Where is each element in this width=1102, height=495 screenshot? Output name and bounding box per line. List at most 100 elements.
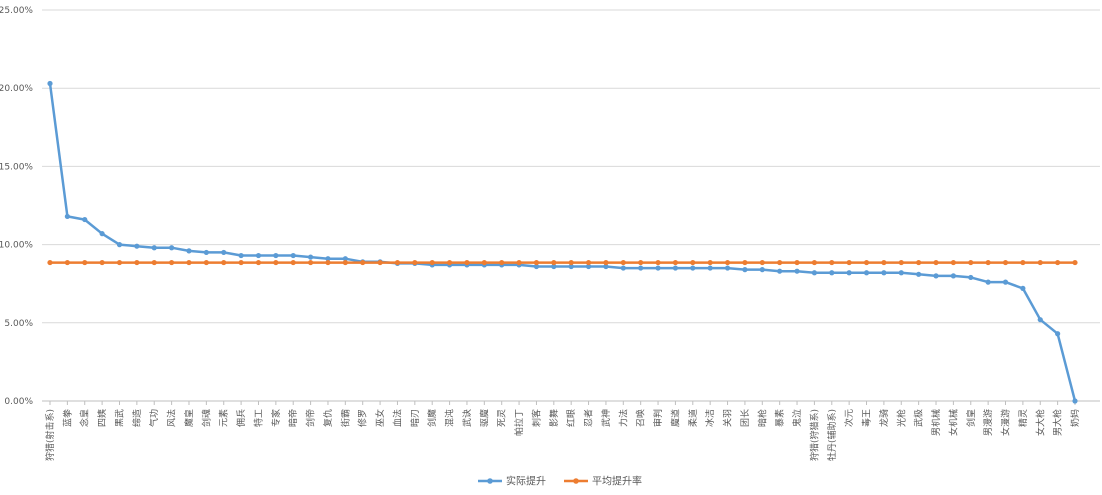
data-point[interactable] <box>829 270 835 276</box>
data-point[interactable] <box>620 259 626 266</box>
data-point[interactable] <box>811 270 818 276</box>
data-point[interactable] <box>794 268 800 274</box>
data-point[interactable] <box>116 242 123 248</box>
data-point[interactable] <box>360 259 366 266</box>
data-point[interactable] <box>533 263 540 270</box>
data-point[interactable] <box>707 265 713 271</box>
data-point[interactable] <box>898 259 904 266</box>
data-point[interactable] <box>690 265 696 271</box>
data-point[interactable] <box>134 259 140 266</box>
data-point[interactable] <box>933 259 939 266</box>
data-point[interactable] <box>551 263 557 270</box>
data-point[interactable] <box>916 271 922 277</box>
data-point[interactable] <box>724 259 731 266</box>
data-point[interactable] <box>863 259 870 266</box>
data-point[interactable] <box>968 274 974 281</box>
data-point[interactable] <box>151 245 157 251</box>
data-point[interactable] <box>1072 398 1078 404</box>
data-point[interactable] <box>499 259 505 266</box>
data-point[interactable] <box>255 252 262 259</box>
data-point[interactable] <box>290 259 296 266</box>
data-point[interactable] <box>377 259 383 266</box>
data-point[interactable] <box>47 259 53 266</box>
data-point[interactable] <box>724 265 731 271</box>
data-point[interactable] <box>638 265 644 271</box>
data-point[interactable] <box>794 259 800 266</box>
data-point[interactable] <box>863 270 870 276</box>
data-point[interactable] <box>655 259 661 266</box>
data-point[interactable] <box>811 259 818 266</box>
data-point[interactable] <box>446 259 453 266</box>
data-point[interactable] <box>221 249 227 256</box>
data-point[interactable] <box>116 259 123 266</box>
data-point[interactable] <box>672 259 679 266</box>
data-point[interactable] <box>585 263 592 270</box>
data-point[interactable] <box>1037 259 1043 266</box>
data-point[interactable] <box>151 259 157 266</box>
data-point[interactable] <box>221 259 227 266</box>
data-point[interactable] <box>273 252 279 259</box>
data-point[interactable] <box>516 259 522 266</box>
data-point[interactable] <box>394 259 401 266</box>
data-point[interactable] <box>412 259 418 266</box>
data-point[interactable] <box>169 245 175 251</box>
data-point[interactable] <box>99 231 105 237</box>
data-point[interactable] <box>846 270 852 276</box>
data-point[interactable] <box>1002 259 1009 266</box>
data-point[interactable] <box>742 259 748 266</box>
data-point[interactable] <box>82 216 88 223</box>
data-point[interactable] <box>985 259 991 266</box>
data-point[interactable] <box>1020 259 1026 266</box>
data-point[interactable] <box>898 270 904 276</box>
data-point[interactable] <box>1002 279 1009 285</box>
data-point[interactable] <box>585 259 592 266</box>
data-point[interactable] <box>881 270 887 276</box>
data-point[interactable] <box>273 259 279 266</box>
data-point[interactable] <box>290 252 296 259</box>
data-point[interactable] <box>672 265 679 271</box>
data-point[interactable] <box>568 259 574 266</box>
data-point[interactable] <box>690 259 696 266</box>
data-point[interactable] <box>1055 331 1061 337</box>
data-point[interactable] <box>186 248 192 254</box>
data-point[interactable] <box>655 265 661 271</box>
data-point[interactable] <box>325 256 331 262</box>
data-point[interactable] <box>134 243 140 249</box>
data-point[interactable] <box>968 259 974 266</box>
data-point[interactable] <box>307 259 314 266</box>
data-point[interactable] <box>759 267 765 273</box>
data-point[interactable] <box>429 259 435 266</box>
data-point[interactable] <box>64 259 70 266</box>
data-point[interactable] <box>638 259 644 266</box>
data-point[interactable] <box>47 80 53 87</box>
data-point[interactable] <box>742 267 748 273</box>
data-point[interactable] <box>255 259 262 266</box>
data-point[interactable] <box>342 259 348 266</box>
data-point[interactable] <box>533 259 540 266</box>
data-point[interactable] <box>829 259 835 266</box>
legend[interactable]: 实际提升 平均提升率 <box>478 475 642 488</box>
data-point[interactable] <box>64 213 70 220</box>
data-point[interactable] <box>203 249 209 256</box>
data-point[interactable] <box>325 259 331 266</box>
data-point[interactable] <box>464 259 470 266</box>
data-point[interactable] <box>603 263 609 270</box>
data-point[interactable] <box>551 259 557 266</box>
legend-item-2[interactable]: 平均提升率 <box>564 475 642 488</box>
data-point[interactable] <box>1020 285 1026 291</box>
data-point[interactable] <box>481 259 487 266</box>
data-point[interactable] <box>186 259 192 266</box>
data-point[interactable] <box>1055 259 1061 266</box>
data-point[interactable] <box>307 254 314 260</box>
data-point[interactable] <box>707 259 713 266</box>
legend-item-1[interactable]: 实际提升 <box>478 475 546 488</box>
data-point[interactable] <box>950 259 956 266</box>
data-point[interactable] <box>82 259 88 266</box>
data-point[interactable] <box>568 263 574 270</box>
data-point[interactable] <box>238 259 244 266</box>
data-point[interactable] <box>777 259 783 266</box>
data-point[interactable] <box>846 259 852 266</box>
data-point[interactable] <box>169 259 175 266</box>
data-point[interactable] <box>985 279 991 285</box>
data-point[interactable] <box>99 259 105 266</box>
